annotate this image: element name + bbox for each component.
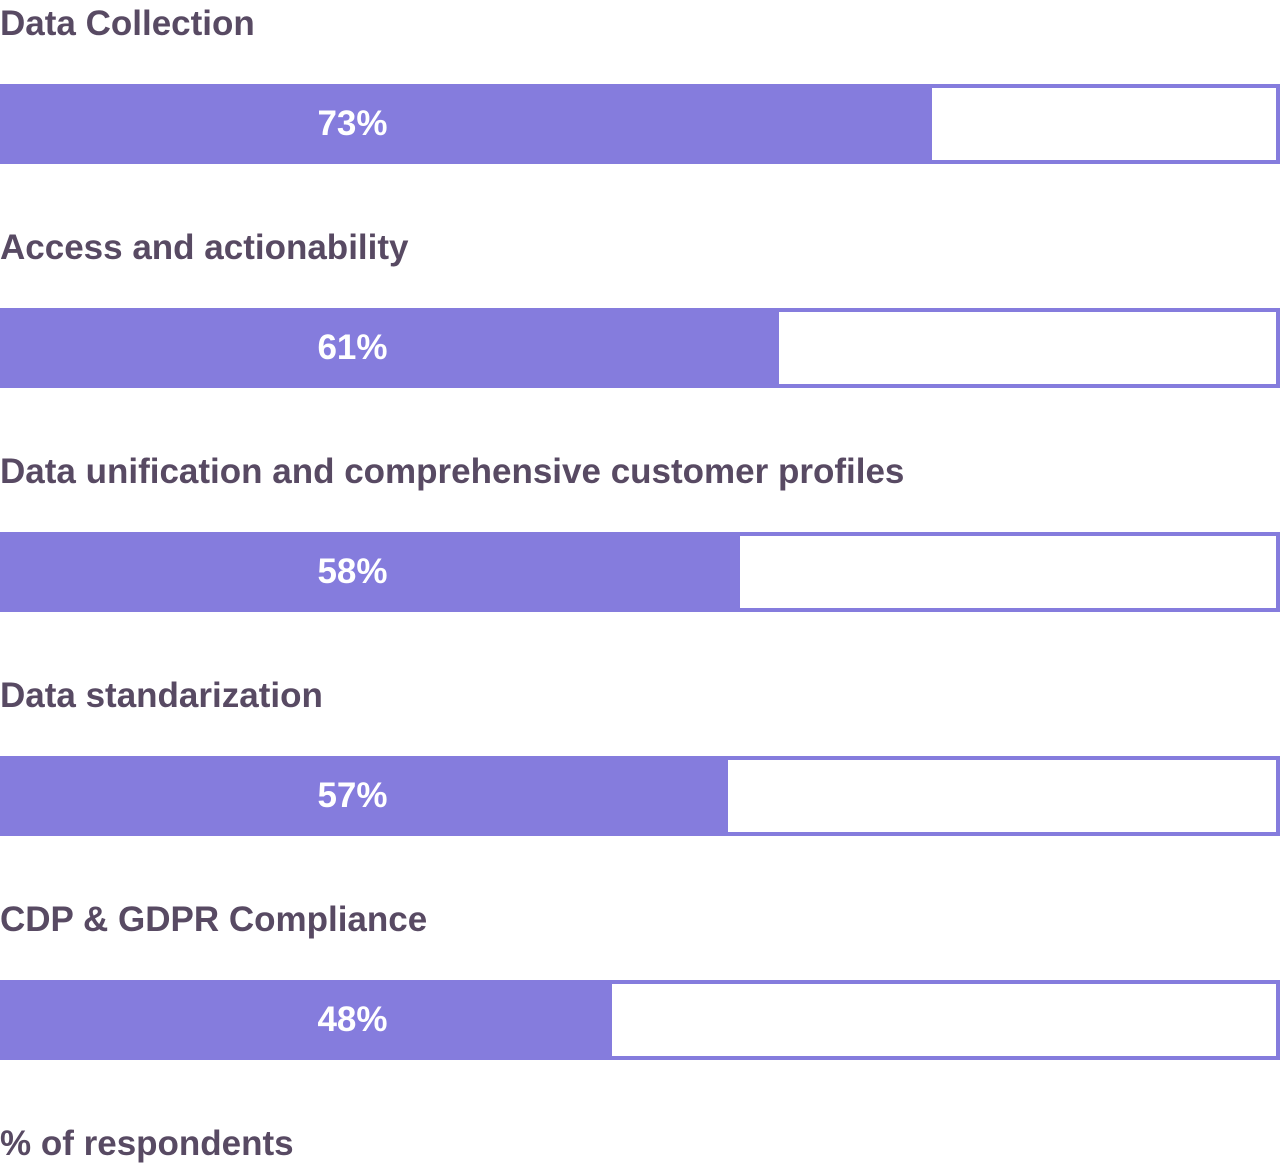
category-label: Data unification and comprehensive custo… <box>0 452 905 491</box>
bar <box>0 756 728 836</box>
category-label: CDP & GDPR Compliance <box>0 900 428 939</box>
bar <box>0 980 612 1060</box>
axis-label-footnote: % of respondents <box>0 1124 294 1163</box>
bar <box>0 308 779 388</box>
bar-value-label: 57% <box>317 776 388 815</box>
bar-value-label: 61% <box>317 328 388 367</box>
bar-value-label: 48% <box>317 1000 388 1039</box>
category-label: Data Collection <box>0 4 255 43</box>
bar <box>0 84 932 164</box>
category-label: Access and actionability <box>0 228 409 267</box>
bar <box>0 532 740 612</box>
bar-value-label: 58% <box>317 552 388 591</box>
category-label: Data standarization <box>0 676 323 715</box>
bar-value-label: 73% <box>317 104 388 143</box>
